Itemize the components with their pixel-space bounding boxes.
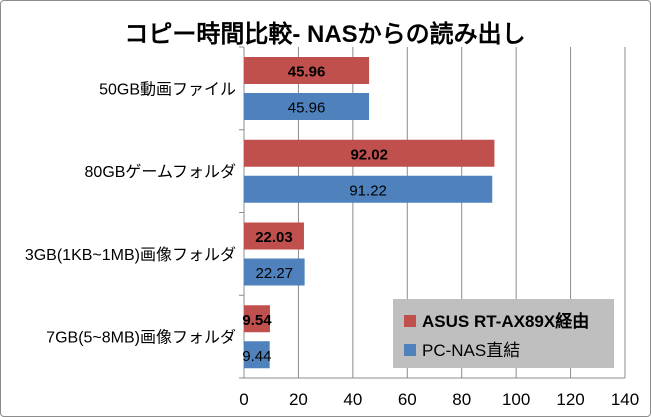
x-tick-label: 120 bbox=[556, 390, 584, 409]
category-label: 7GB(5~8MB)画像フォルダ bbox=[46, 329, 236, 347]
legend-box bbox=[393, 299, 614, 368]
bar bbox=[244, 341, 270, 369]
x-tick-label: 140 bbox=[611, 390, 639, 409]
data-label: 92.02 bbox=[350, 146, 388, 163]
x-tick-label: 0 bbox=[239, 390, 248, 409]
bar bbox=[244, 139, 495, 167]
bar bbox=[244, 305, 270, 333]
x-tick-label: 60 bbox=[398, 390, 417, 409]
data-label: 91.22 bbox=[349, 182, 387, 199]
legend-swatch bbox=[404, 344, 416, 356]
legend-swatch bbox=[404, 315, 416, 327]
category-label: 80GBゲームフォルダ bbox=[85, 163, 236, 181]
legend-label: PC-NAS直結 bbox=[422, 341, 520, 360]
x-tick-label: 40 bbox=[343, 390, 362, 409]
data-label: 9.44 bbox=[242, 348, 271, 365]
data-label: 9.54 bbox=[242, 312, 272, 329]
bar bbox=[244, 93, 370, 120]
data-label: 45.96 bbox=[288, 64, 326, 81]
data-label: 22.27 bbox=[256, 265, 294, 282]
category-label: 3GB(1KB~1MB)画像フォルダ bbox=[25, 246, 236, 264]
bar bbox=[244, 258, 305, 286]
data-label: 22.03 bbox=[255, 229, 293, 246]
x-tick-label: 100 bbox=[502, 390, 530, 409]
bar bbox=[244, 175, 493, 203]
category-label: 50GB動画ファイル bbox=[99, 80, 236, 98]
data-label: 45.96 bbox=[288, 100, 326, 117]
legend-label: ASUS RT-AX89X経由 bbox=[422, 311, 589, 331]
plot-area: 0 20 40 60 80 100 120 140 50GB動画ファイル 45.96 45.96 80… bbox=[25, 46, 639, 409]
bar bbox=[244, 222, 304, 250]
x-tick-label: 80 bbox=[452, 390, 471, 409]
x-tick-label: 20 bbox=[289, 390, 308, 409]
chart-title: コピー時間比較- NASからの読み出し bbox=[124, 20, 525, 48]
bar bbox=[244, 57, 370, 84]
